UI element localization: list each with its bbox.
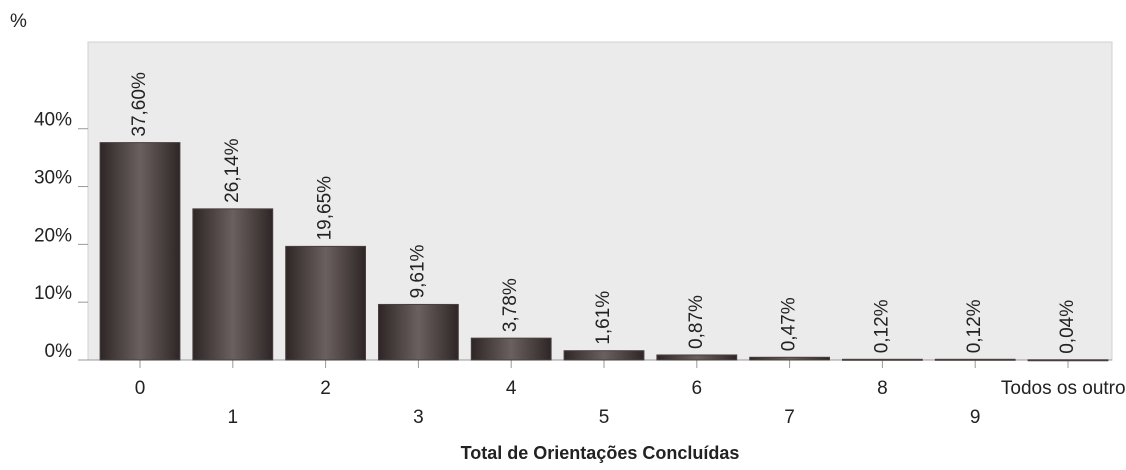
value-label: 0,12% bbox=[871, 299, 892, 353]
bar bbox=[934, 358, 1016, 361]
value-label: 26,14% bbox=[222, 138, 243, 203]
bar bbox=[377, 303, 459, 361]
x-tick-label: 0 bbox=[135, 378, 146, 399]
value-label: 3,78% bbox=[500, 278, 521, 332]
y-tick-label: 0% bbox=[45, 341, 73, 362]
value-label: 0,87% bbox=[686, 295, 707, 349]
x-tick-label: 4 bbox=[506, 378, 517, 399]
x-tick-label: 1 bbox=[228, 407, 239, 428]
bar bbox=[841, 358, 923, 361]
x-tick-label: 5 bbox=[599, 407, 610, 428]
y-tick-label: 10% bbox=[34, 283, 72, 304]
x-tick-label: 2 bbox=[320, 378, 331, 399]
y-tick-label: 20% bbox=[34, 225, 72, 246]
bar bbox=[192, 208, 274, 361]
value-label: 9,61% bbox=[407, 244, 428, 298]
value-label: 0,12% bbox=[964, 299, 985, 353]
y-tick-label: 40% bbox=[34, 110, 72, 131]
value-label: 1,61% bbox=[593, 291, 614, 345]
y-tick-label: 30% bbox=[34, 168, 72, 189]
value-label: 0,47% bbox=[779, 297, 800, 351]
x-tick-label: 6 bbox=[692, 378, 703, 399]
x-tick-label: 9 bbox=[970, 407, 981, 428]
x-tick-label: 3 bbox=[413, 407, 424, 428]
x-tick-label: Todos os outros bbox=[1001, 378, 1126, 399]
bar bbox=[99, 142, 181, 361]
bar bbox=[656, 354, 738, 361]
bar bbox=[1027, 359, 1109, 362]
y-axis-label: % bbox=[10, 11, 27, 32]
value-label: 0,04% bbox=[1057, 300, 1078, 354]
x-tick-label: 7 bbox=[784, 407, 795, 428]
bar bbox=[563, 350, 645, 361]
value-label: 19,65% bbox=[315, 176, 336, 241]
x-axis-title: Total de Orientações Concluídas bbox=[461, 443, 740, 463]
value-label: 37,60% bbox=[129, 72, 150, 137]
x-tick-label: 8 bbox=[877, 378, 888, 399]
bar bbox=[749, 356, 831, 361]
bar bbox=[285, 245, 367, 361]
bar bbox=[470, 337, 552, 361]
